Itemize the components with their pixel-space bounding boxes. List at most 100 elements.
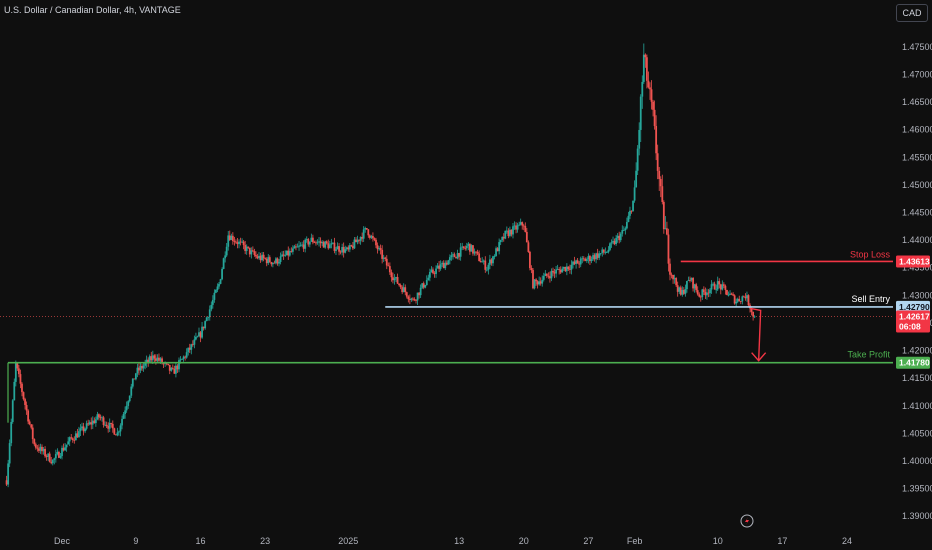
candle [641, 75, 644, 109]
candle [589, 254, 591, 265]
candle [56, 448, 59, 456]
candle [453, 252, 456, 258]
candle [559, 266, 562, 275]
candle [94, 416, 97, 427]
candle [692, 277, 694, 292]
candle [216, 283, 219, 293]
candle [595, 252, 598, 264]
candle [666, 221, 668, 236]
candle [231, 232, 234, 245]
candle [521, 221, 524, 230]
candle [387, 262, 390, 267]
candle [433, 271, 436, 278]
candle [547, 272, 550, 279]
candle [250, 247, 253, 259]
candle [575, 259, 577, 269]
candle [519, 218, 522, 226]
candle [127, 400, 130, 409]
candle [585, 257, 588, 263]
candle [612, 236, 614, 245]
lightning-icon[interactable] [740, 514, 754, 528]
currency-badge[interactable]: CAD [896, 4, 928, 22]
candle [238, 239, 240, 249]
candle [655, 115, 658, 161]
candle [278, 259, 280, 267]
candle [550, 268, 553, 282]
candle [313, 240, 316, 244]
candle [727, 291, 730, 297]
candle [113, 427, 116, 435]
candle [364, 226, 367, 233]
candle [672, 274, 674, 284]
candle [706, 288, 708, 300]
candle [341, 243, 344, 256]
candle [327, 239, 330, 250]
candle [47, 453, 50, 461]
candle [710, 280, 713, 294]
candle [230, 233, 233, 241]
candle [118, 430, 120, 436]
candle [702, 286, 705, 296]
candle [408, 294, 411, 305]
candle [24, 397, 26, 410]
candle [582, 256, 585, 262]
svg-text:1.42790: 1.42790 [899, 302, 930, 312]
candle [93, 417, 96, 424]
candle [482, 259, 485, 265]
candle [565, 263, 568, 276]
candle [422, 281, 425, 290]
candle [713, 281, 716, 290]
candle [535, 278, 537, 286]
candle [173, 365, 176, 374]
candle [372, 232, 374, 242]
candle [682, 287, 685, 295]
candle [639, 94, 642, 143]
candle [368, 234, 371, 240]
candle [752, 311, 755, 321]
candle [529, 250, 531, 271]
candle [527, 240, 530, 253]
candle [307, 237, 310, 247]
candle [662, 200, 665, 234]
sell-entry-price-tag: 1.42790 [896, 300, 930, 313]
candle [622, 226, 625, 232]
candle [590, 256, 593, 264]
time-tick-label: 23 [260, 536, 270, 546]
candle [724, 284, 727, 295]
candle [405, 291, 408, 299]
candle [324, 240, 327, 249]
candle [509, 226, 511, 238]
candle [695, 282, 698, 293]
candle [338, 243, 340, 256]
candle [649, 82, 651, 100]
candle [613, 238, 616, 246]
take-profit-price-tag: 1.41780 [896, 356, 930, 369]
candle [268, 255, 271, 263]
price-tick-label: 1.46000 [902, 125, 932, 135]
candle [150, 351, 153, 364]
candle [401, 285, 404, 295]
candle [689, 276, 691, 283]
candle [598, 250, 601, 261]
candle [184, 355, 187, 361]
candle [347, 245, 350, 252]
candle [515, 222, 517, 234]
candle [321, 240, 324, 247]
projection-arrow [750, 307, 767, 362]
candle [248, 247, 251, 258]
candle [36, 445, 39, 452]
candle [439, 260, 442, 271]
candle [673, 274, 676, 284]
candle [738, 295, 741, 302]
candle [41, 444, 43, 455]
candle [48, 451, 51, 463]
candle [330, 238, 333, 249]
candle [462, 246, 465, 250]
candle [105, 421, 108, 429]
candle [104, 421, 106, 427]
price-tick-label: 1.45500 [902, 152, 932, 162]
candle [255, 251, 257, 259]
candle [167, 363, 170, 366]
candle [215, 289, 217, 294]
